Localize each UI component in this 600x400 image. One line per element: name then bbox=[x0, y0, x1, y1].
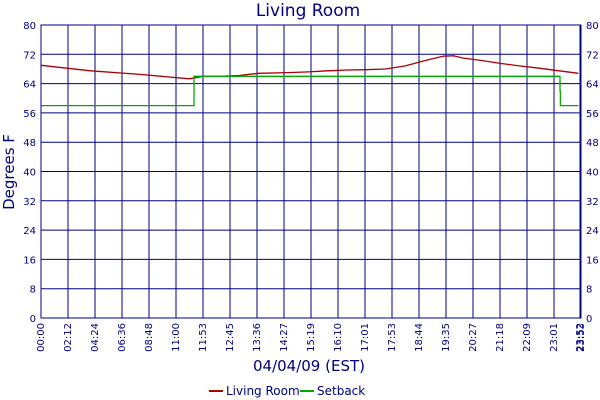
x-axis-ticks: 00:00 02:12 04:24 06:36 08:48 11:00 11:53 12:45… bbox=[36, 323, 587, 352]
legend-setback-label: Setback bbox=[317, 384, 365, 398]
x-tick-label: 06:36 bbox=[117, 323, 128, 352]
y-tick-label-left: 24 bbox=[23, 226, 36, 237]
y-tick-label-left: 56 bbox=[23, 109, 36, 120]
y-tick-label-left: 8 bbox=[30, 285, 36, 296]
y-tick-label-right: 8 bbox=[586, 285, 592, 296]
x-tick-label: 16:10 bbox=[333, 323, 344, 352]
y-tick-label-left: 80 bbox=[23, 21, 36, 32]
x-tick-label: 02:12 bbox=[63, 323, 74, 352]
series-layer bbox=[40, 55, 579, 107]
x-tick-label: 20:27 bbox=[468, 323, 479, 352]
y-tick-label-right: 48 bbox=[586, 138, 599, 149]
y-axis-label: Degrees F bbox=[0, 134, 18, 210]
x-tick-label: 15:19 bbox=[306, 323, 317, 352]
x-tick-label: 12:45 bbox=[225, 323, 236, 352]
y-tick-label-right: 72 bbox=[586, 50, 599, 61]
x-tick-label: 11:53 bbox=[198, 323, 209, 352]
y-tick-label-right: 24 bbox=[586, 226, 599, 237]
x-tick-label: 21:18 bbox=[495, 323, 506, 352]
x-tick-label: 23:53 bbox=[576, 323, 587, 352]
y-tick-label-right: 0 bbox=[586, 314, 592, 325]
x-tick-label: 04:24 bbox=[90, 323, 101, 352]
y-tick-label-left: 64 bbox=[23, 80, 36, 91]
y-tick-label-right: 40 bbox=[586, 168, 599, 179]
y-tick-label-left: 48 bbox=[23, 138, 36, 149]
y-tick-label-right: 80 bbox=[586, 21, 599, 32]
y-tick-label-right: 64 bbox=[586, 80, 599, 91]
y-tick-label-left: 32 bbox=[23, 197, 36, 208]
x-tick-label: 13:36 bbox=[252, 323, 263, 352]
y-axis-right-ticks: 0 8 16 24 32 40 48 56 64 72 80 bbox=[586, 21, 599, 325]
plot-border bbox=[40, 24, 582, 319]
x-tick-label: 22:09 bbox=[522, 323, 533, 352]
x-tick-label: 11:00 bbox=[171, 323, 182, 352]
x-tick-label: 00:00 bbox=[36, 323, 47, 352]
x-tick-label: 08:48 bbox=[144, 323, 155, 352]
y-tick-label-left: 16 bbox=[23, 255, 36, 266]
legend: Living Room Setback bbox=[209, 384, 365, 398]
x-tick-label: 23:01 bbox=[549, 323, 560, 352]
y-tick-label-right: 16 bbox=[586, 255, 599, 266]
x-tick-label: 23:52 bbox=[575, 323, 586, 352]
series-line-setback bbox=[41, 75, 579, 107]
y-tick-label-left: 40 bbox=[23, 168, 36, 179]
x-tick-label: 18:44 bbox=[414, 323, 425, 352]
x-tick-label: 17:01 bbox=[360, 323, 371, 352]
y-tick-label-right: 56 bbox=[586, 109, 599, 120]
y-axis-left-ticks: 0 8 16 24 32 40 48 56 64 72 80 bbox=[23, 21, 36, 325]
y-tick-label-left: 72 bbox=[23, 50, 36, 61]
y-tick-label-right: 32 bbox=[586, 197, 599, 208]
legend-living-room-label: Living Room bbox=[226, 384, 300, 398]
gridlines bbox=[40, 24, 581, 319]
x-tick-label: 19:35 bbox=[441, 323, 452, 352]
x-tick-label: 14:27 bbox=[279, 323, 290, 352]
x-axis-label: 04/04/09 (EST) bbox=[253, 357, 365, 375]
x-tick-label: 17:53 bbox=[387, 323, 398, 352]
chart-title: Living Room bbox=[256, 1, 360, 21]
y-tick-label-left: 0 bbox=[30, 314, 36, 325]
